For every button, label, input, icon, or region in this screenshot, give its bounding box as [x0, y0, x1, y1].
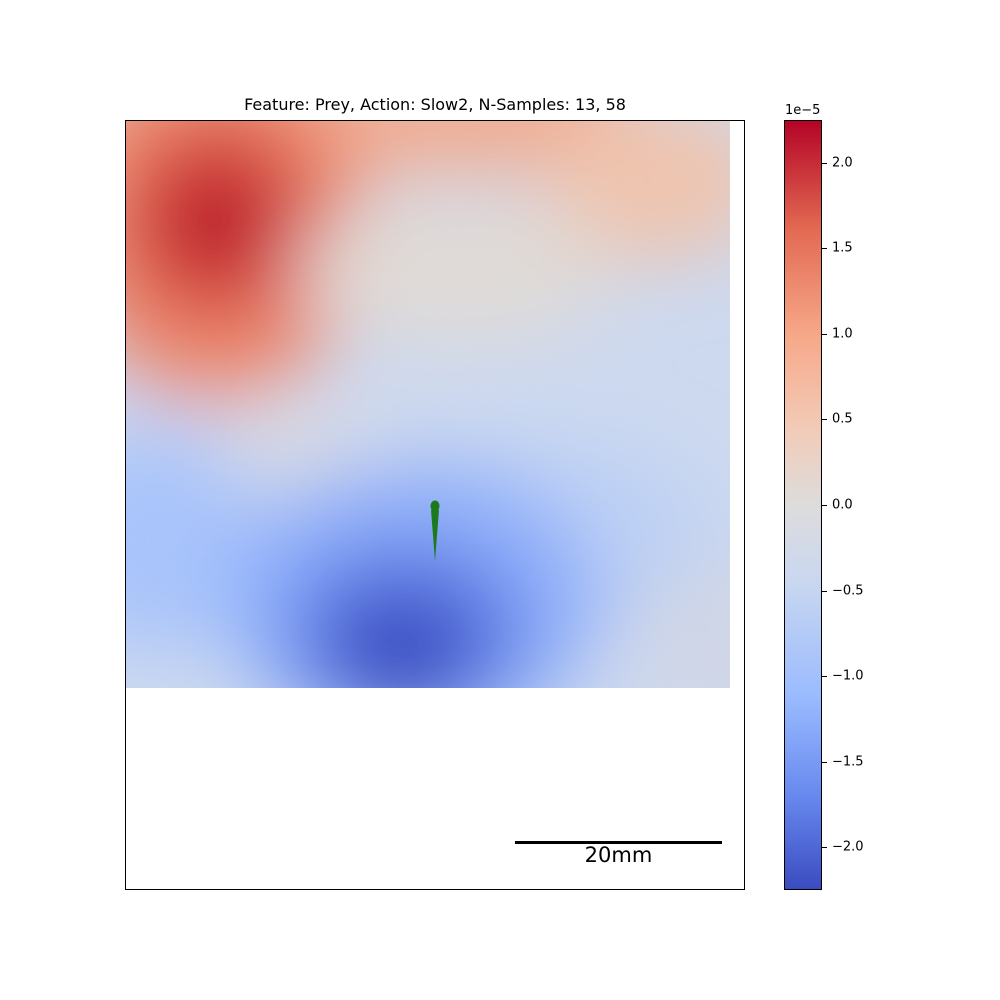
heatmap: [126, 121, 730, 688]
colorbar-tick-label: −2.0: [832, 839, 864, 855]
colorbar-tick-label: −0.5: [832, 583, 864, 599]
colorbar-tick: [822, 162, 827, 164]
colorbar-tick: [822, 419, 827, 421]
colorbar-tick-label: 0.5: [832, 411, 853, 427]
colorbar-tick: [822, 590, 827, 592]
colorbar-tick: [822, 676, 827, 678]
fish-marker: [430, 500, 440, 561]
colorbar-tick: [822, 761, 827, 763]
colorbar-tick: [822, 847, 827, 849]
colorbar-tick-label: −1.5: [832, 754, 864, 770]
plot-area: 20mm: [125, 120, 745, 890]
colorbar: [784, 120, 822, 890]
colorbar-tick: [822, 248, 827, 250]
colorbar-tick-label: 2.0: [832, 155, 853, 171]
scale-bar: [515, 841, 722, 844]
colorbar-tick: [822, 505, 827, 506]
colorbar-tick-label: 1.0: [832, 326, 853, 342]
colorbar-tick: [822, 333, 827, 335]
colorbar-exponent: 1e−5: [785, 103, 821, 118]
heatmap-svg: [126, 121, 730, 688]
scale-bar-label: 20mm: [584, 843, 653, 867]
colorbar-tick-label: 0.0: [832, 497, 853, 513]
colorbar-tick-label: 1.5: [832, 240, 853, 256]
chart-title: Feature: Prey, Action: Slow2, N-Samples:…: [244, 95, 626, 114]
colorbar-tick-label: −1.0: [832, 668, 864, 684]
